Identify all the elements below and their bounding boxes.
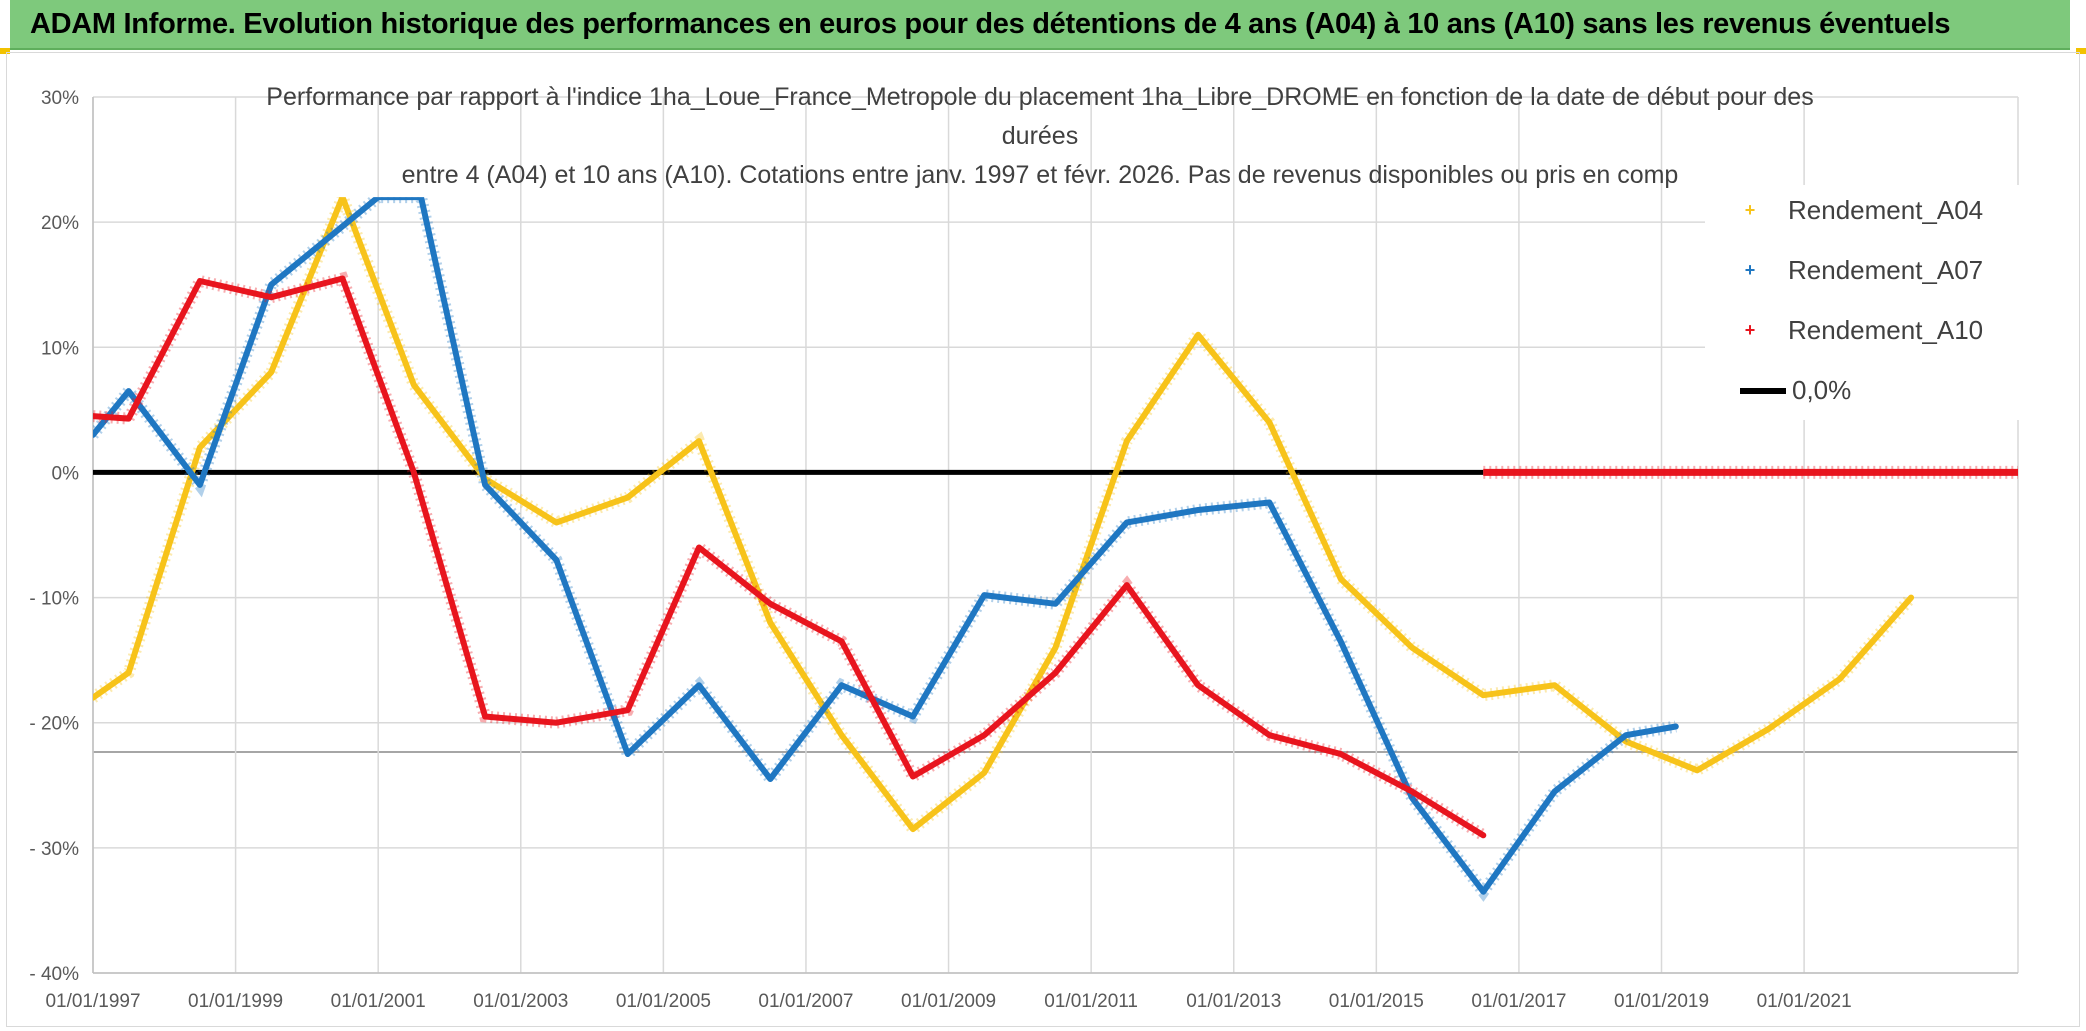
x-tick-label: 01/01/1999	[188, 991, 283, 1012]
chart-frame	[6, 52, 2080, 1027]
legend-item-a07: + Rendement_A07	[1730, 255, 1983, 286]
report-title: ADAM Informe. Evolution historique des p…	[30, 7, 1951, 40]
chart-title-line-1: Performance par rapport à l'indice 1ha_L…	[266, 83, 1814, 111]
y-tick-label: - 10%	[29, 589, 79, 610]
x-tick-label: 01/01/2011	[1044, 991, 1138, 1012]
series-line-rendement_a07	[93, 197, 1679, 895]
legend-label-zero: 0,0%	[1792, 375, 1852, 405]
y-tick-label: 0%	[52, 463, 80, 484]
chart-title-line-3: entre 4 (A04) et 10 ans (A10). Cotations…	[401, 161, 1679, 189]
y-tick-label: - 30%	[29, 839, 79, 860]
legend-item-zero: 0,0%	[1740, 375, 1851, 406]
x-tick-label: 01/01/2001	[331, 991, 426, 1012]
legend-item-a10: + Rendement_A10	[1730, 315, 1983, 346]
report-header: ADAM Informe. Evolution historique des p…	[10, 0, 2070, 50]
y-tick-label: - 20%	[29, 714, 79, 735]
x-tick-label: 01/01/2013	[1186, 991, 1281, 1012]
x-tick-label: 01/01/1997	[45, 991, 140, 1012]
top-right-corner-mark	[2076, 48, 2086, 54]
x-tick-label: 01/01/2017	[1471, 991, 1566, 1012]
series-markers-rendement_a10	[93, 271, 1487, 841]
legend-label-a04: Rendement_A04	[1788, 195, 1984, 225]
y-tick-label: - 40%	[29, 964, 79, 985]
x-tick-label: 01/01/2003	[473, 991, 568, 1012]
legend-marker-a10: +	[1744, 320, 1756, 340]
legend-marker-a04: +	[1744, 200, 1756, 220]
x-tick-label: 01/01/2019	[1614, 991, 1709, 1012]
chart-legend: + Rendement_A04 + Rendement_A07 + Rendem…	[1705, 185, 2020, 420]
chart-title: Performance par rapport à l'indice 1ha_L…	[250, 78, 1830, 195]
legend-marker-a07: +	[1744, 260, 1756, 280]
series-line-rendement_a04	[93, 197, 1915, 833]
x-tick-label: 01/01/2015	[1329, 991, 1424, 1012]
legend-item-a04: + Rendement_A04	[1730, 195, 1983, 226]
x-tick-label: 01/01/2005	[616, 991, 711, 1012]
x-tick-label: 01/01/2021	[1757, 991, 1852, 1012]
legend-marker-zero	[1740, 387, 1786, 394]
y-tick-label: 20%	[41, 213, 79, 234]
legend-label-a10: Rendement_A10	[1788, 315, 1984, 345]
legend-label-a07: Rendement_A07	[1788, 255, 1984, 285]
x-tick-label: 01/01/2007	[758, 991, 853, 1012]
y-tick-label: 10%	[41, 338, 79, 359]
top-left-corner-mark	[0, 48, 10, 54]
x-tick-label: 01/01/2009	[901, 991, 996, 1012]
series-line-rendement_a10	[93, 275, 1487, 839]
chart-title-line-2: durées	[1001, 122, 1079, 150]
y-tick-label: 30%	[41, 88, 79, 109]
